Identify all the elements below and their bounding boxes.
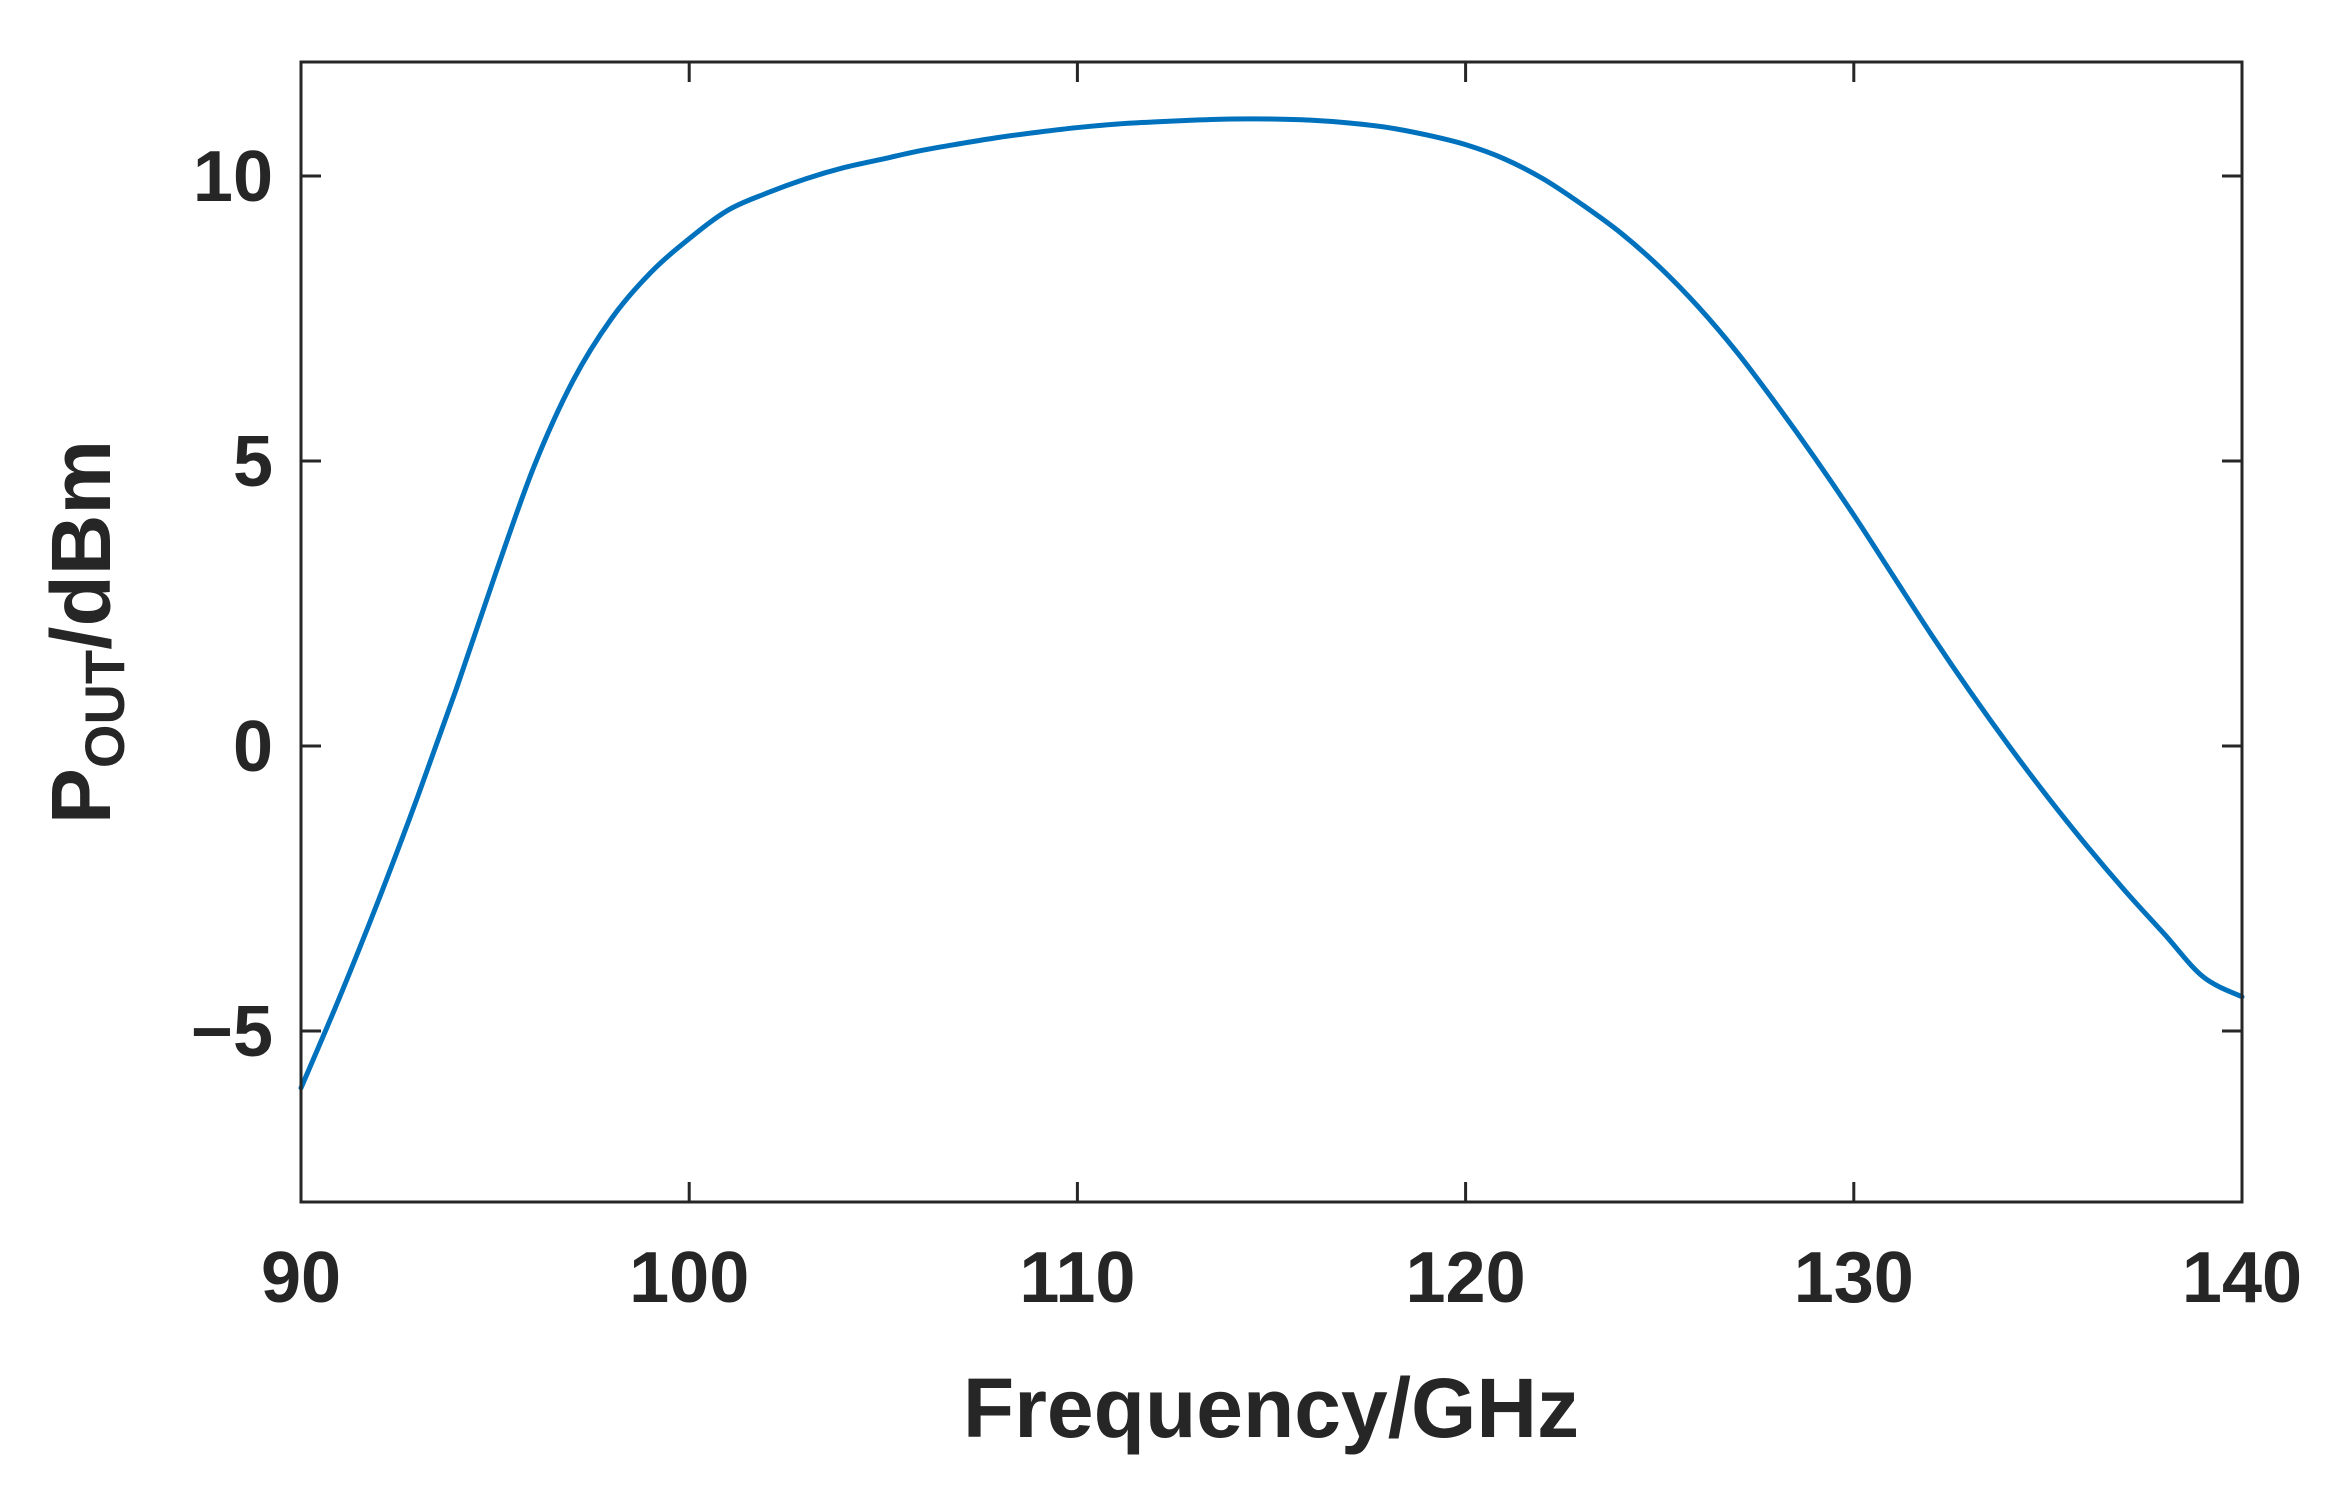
y-tick-label: 5 xyxy=(233,422,273,502)
y-axis-label-suffix: /dBm xyxy=(34,440,128,650)
y-axis-label-subscript: OUT xyxy=(73,650,136,768)
y-axis-label: POUT/dBm xyxy=(34,440,136,824)
x-tick-label: 140 xyxy=(2182,1238,2302,1318)
x-axis-label: Frequency/GHz xyxy=(963,1361,1579,1455)
x-tick-label: 90 xyxy=(261,1238,341,1318)
x-tick-label: 120 xyxy=(1406,1238,1526,1318)
x-tick-label: 130 xyxy=(1794,1238,1914,1318)
y-tick-label: 10 xyxy=(193,137,273,217)
series-line xyxy=(298,116,2245,1091)
y-tick-label: 0 xyxy=(233,707,273,787)
x-tick-label: 100 xyxy=(629,1238,749,1318)
y-tick-label: −5 xyxy=(191,992,273,1072)
plot-box xyxy=(299,60,2244,1204)
y-axis-label-main: P xyxy=(34,768,128,824)
x-tick-label: 110 xyxy=(1019,1238,1135,1318)
